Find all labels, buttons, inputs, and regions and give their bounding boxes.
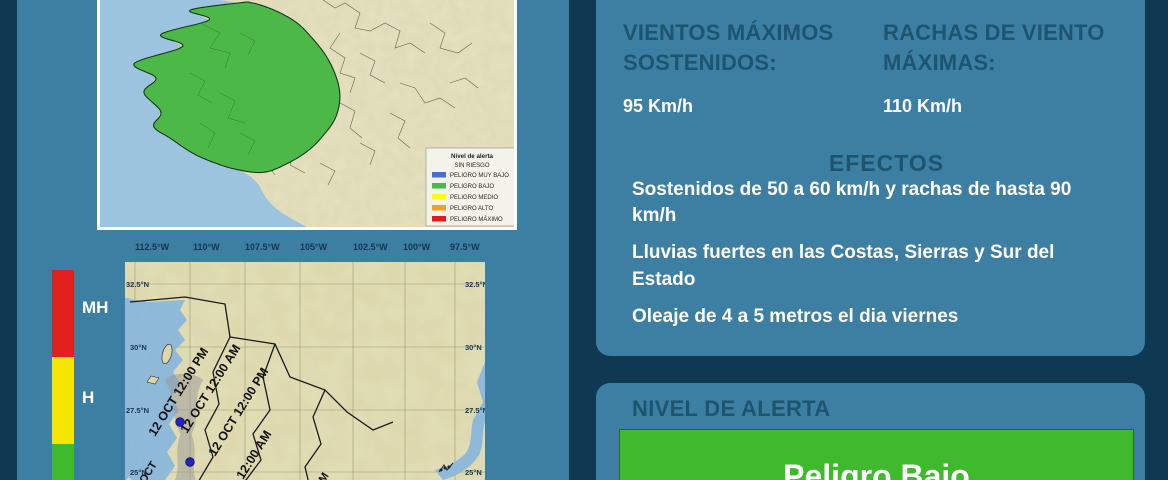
svg-text:PELIGRO MÁXIMO: PELIGRO MÁXIMO — [450, 216, 503, 223]
svg-text:30°N: 30°N — [465, 343, 482, 352]
svg-text:SIN RIESGO: SIN RIESGO — [454, 163, 489, 169]
svg-text:Nivel de alerta: Nivel de alerta — [451, 153, 494, 160]
svg-text:PELIGRO MEDIO: PELIGRO MEDIO — [450, 195, 498, 201]
svg-text:PELIGRO ALTO: PELIGRO ALTO — [450, 206, 493, 212]
svg-text:PELIGRO BAJO: PELIGRO BAJO — [450, 184, 494, 190]
svg-text:27.5°N: 27.5°N — [126, 406, 149, 415]
svg-text:25°N: 25°N — [130, 468, 147, 477]
svg-text:30°N: 30°N — [130, 343, 147, 352]
svg-text:27.5°N: 27.5°N — [465, 406, 485, 415]
svg-text:32.5°N: 32.5°N — [465, 280, 485, 289]
svg-text:PELIGRO MUY BAJO: PELIGRO MUY BAJO — [450, 173, 509, 179]
svg-text:32.5°N: 32.5°N — [126, 280, 149, 289]
svg-text:25°N: 25°N — [465, 468, 482, 477]
